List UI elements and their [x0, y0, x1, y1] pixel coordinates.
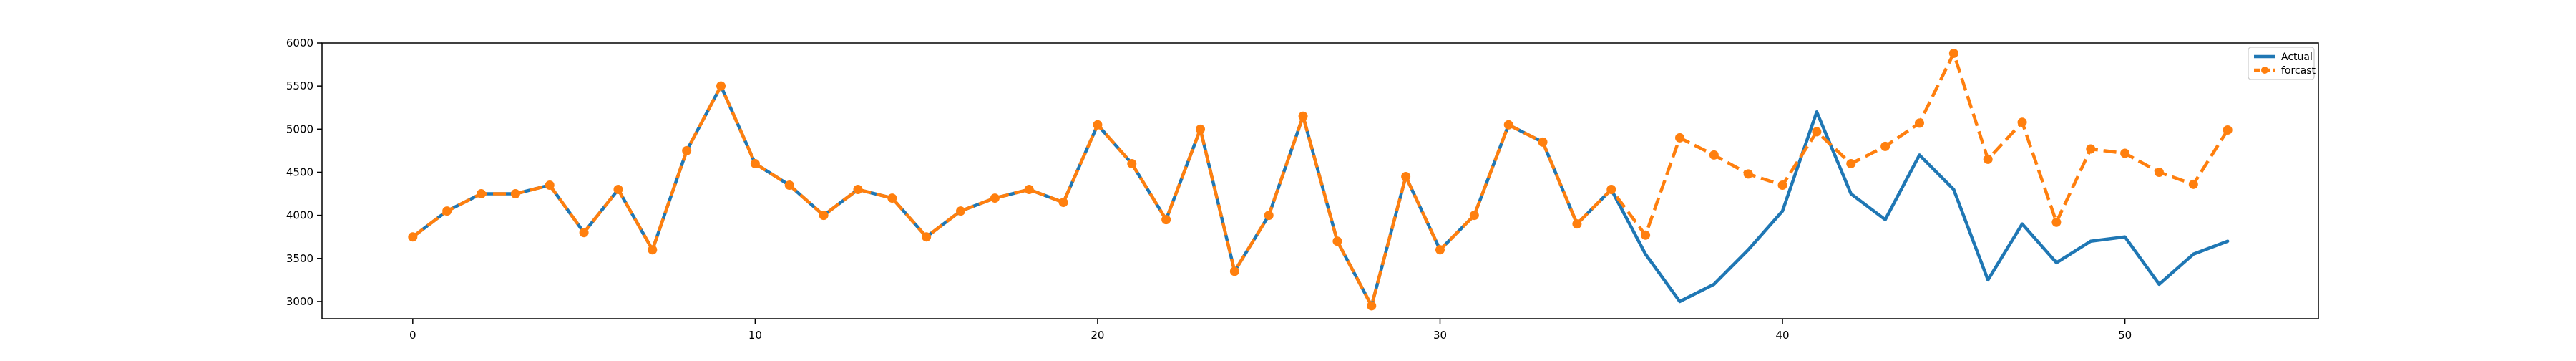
- data-point-forcast: [1401, 171, 1411, 181]
- data-point-forcast: [990, 193, 1000, 203]
- data-point-forcast: [1641, 230, 1651, 240]
- data-point-forcast: [1846, 158, 1856, 168]
- data-point-forcast: [2154, 167, 2164, 177]
- data-point-forcast: [510, 189, 520, 199]
- data-point-forcast: [1024, 185, 1034, 195]
- data-point-forcast: [1127, 158, 1137, 168]
- data-point-forcast: [887, 193, 897, 203]
- data-point-forcast: [956, 206, 966, 216]
- x-tick-label: 10: [748, 329, 762, 342]
- data-point-forcast: [1264, 211, 1274, 221]
- y-tick-label: 6000: [286, 37, 313, 49]
- data-point-forcast: [442, 206, 452, 216]
- data-point-forcast: [2017, 117, 2027, 127]
- data-point-forcast: [1161, 215, 1171, 225]
- data-point-forcast: [682, 145, 692, 155]
- data-point-forcast: [1572, 219, 1582, 229]
- series-line-forcast: [411, 52, 2230, 308]
- data-point-forcast: [545, 180, 555, 191]
- data-point-forcast: [2188, 179, 2198, 189]
- data-point-forcast: [1674, 133, 1684, 143]
- y-tick-label: 4500: [286, 165, 313, 178]
- data-point-forcast: [648, 245, 658, 255]
- data-point-forcast: [613, 185, 623, 195]
- x-tick-label: 0: [409, 329, 416, 342]
- data-point-forcast: [1367, 301, 1377, 311]
- y-tick-label: 3500: [286, 252, 313, 265]
- y-tick-label: 4000: [286, 209, 313, 222]
- data-point-forcast: [1606, 185, 1616, 195]
- data-point-forcast: [922, 232, 932, 242]
- legend-label-forcast: forcast: [2281, 65, 2316, 77]
- data-point-forcast: [477, 189, 487, 199]
- x-tick-label: 40: [1776, 329, 1790, 342]
- data-point-forcast: [408, 232, 418, 242]
- data-point-forcast: [1812, 127, 1822, 137]
- data-point-forcast: [853, 185, 863, 195]
- data-point-forcast: [1229, 266, 1239, 276]
- data-point-forcast: [1435, 245, 1445, 255]
- data-point-forcast: [716, 81, 726, 91]
- series-line-actual: [411, 84, 2230, 308]
- legend-marker-forcast: [2261, 67, 2268, 74]
- data-point-forcast: [579, 228, 589, 238]
- axes: 0 10 20 30 40 50 3000 3500 4000 4500 5000 5500 6000: [286, 37, 2319, 342]
- data-point-forcast: [1093, 120, 1103, 130]
- data-point-forcast: [1058, 198, 1068, 208]
- plot-area: [408, 48, 2233, 311]
- data-point-forcast: [2051, 217, 2062, 227]
- data-point-forcast: [1538, 137, 1548, 147]
- data-point-forcast: [819, 211, 829, 221]
- data-point-forcast: [2120, 148, 2130, 158]
- y-tick-label: 3000: [286, 295, 313, 308]
- data-point-forcast: [1743, 169, 1753, 179]
- y-tick-label: 5500: [286, 80, 313, 92]
- data-point-forcast: [1332, 236, 1342, 246]
- data-point-forcast: [1503, 120, 1513, 130]
- data-point-forcast: [2223, 125, 2233, 135]
- data-point-forcast: [2086, 144, 2096, 154]
- plot-frame: [321, 42, 2319, 319]
- x-tick-label: 50: [2118, 329, 2132, 342]
- data-point-forcast: [1948, 48, 1958, 58]
- data-point-forcast: [1880, 141, 1890, 151]
- x-tick-label: 20: [1091, 329, 1104, 342]
- data-point-forcast: [1914, 118, 1924, 128]
- data-point-forcast: [1709, 150, 1719, 160]
- y-tick-label: 5000: [286, 122, 313, 135]
- data-point-forcast: [1196, 124, 1206, 134]
- legend: Actual forcast: [2248, 47, 2316, 80]
- data-point-forcast: [1983, 154, 1993, 164]
- data-point-forcast: [750, 158, 760, 168]
- data-point-forcast: [1469, 211, 1479, 221]
- data-point-forcast: [1298, 111, 1308, 121]
- x-tick-label: 30: [1433, 329, 1447, 342]
- data-point-forcast: [784, 180, 794, 191]
- data-point-forcast: [1777, 180, 1787, 191]
- legend-label-actual: Actual: [2281, 52, 2313, 63]
